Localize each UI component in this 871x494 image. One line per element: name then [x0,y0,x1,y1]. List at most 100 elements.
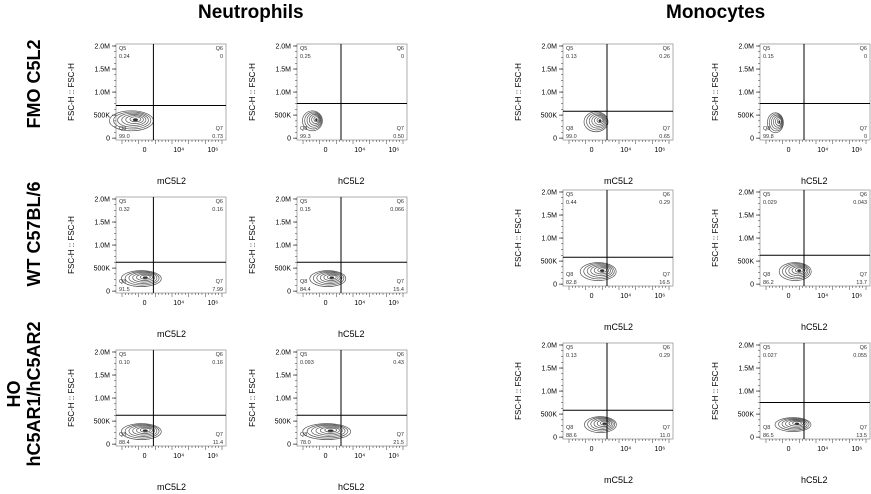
x-tick-label: 10⁶ [388,147,399,154]
density-contour [584,416,617,433]
quadrant-value-q7: 16.5 [659,280,670,286]
y-tick-label: 2.0M [738,190,754,197]
flow-plot-r2c4: FSC-H :: FSC-H 2.0M 1.5M 1.0M 500K 0 0 10⁴ 10⁶ Q5… [700,184,871,308]
quadrant-value-q7: 11.0 [660,433,670,439]
y-tick-label: 1.5M [738,67,754,74]
quadrant-value-q5: 0.13 [566,353,577,359]
quadrant-name-q6: Q6 [860,46,867,52]
y-tick-label: 2.0M [94,44,110,51]
density-contour [136,273,153,281]
flow-plot-r3c4: FSC-H :: FSC-H 2.0M 1.5M 1.0M 500K 0 0 10⁴ 10⁶ Q5… [700,337,871,461]
density-core [142,276,148,279]
quadrant-value-q8: 99.8 [763,134,774,140]
row-label-wt: WT C57BL/6 [24,172,44,296]
density-contour [596,419,611,427]
quadrant-name-q6: Q6 [663,345,670,351]
quadrant-name-q8: Q8 [566,126,573,132]
density-core [327,429,334,432]
y-axis-label: FSC-H :: FSC-H [711,209,720,267]
y-tick-label: 1.0M [94,396,110,403]
x-tick-label: 10⁶ [654,446,665,453]
density-contour [312,271,345,286]
flow-plot-r3c2: FSC-H :: FSC-H 2.0M 1.5M 1.0M 500K 0 0 10⁴ 10⁶ Q5… [237,344,417,468]
y-tick-label: 1.5M [541,213,557,220]
y-tick-label: 0 [553,136,557,143]
x-axis-label: mC5L2 [157,482,187,492]
quadrant-value-q8: 82.8 [566,280,577,286]
row-label-ho: HO hC5AR1/hC5AR2 [4,318,44,470]
y-tick-label: 1.0M [738,389,754,396]
quadrant-value-q6: 0.29 [659,200,670,206]
quadrant-value-q6: 0 [220,54,223,60]
x-tick-label: 10⁴ [817,147,828,154]
quadrant-name-q7: Q7 [216,432,223,438]
y-tick-label: 1.5M [275,67,291,74]
quadrant-value-q7: 13.7 [856,280,867,286]
quadrant-value-q5: 0.32 [119,207,130,213]
y-tick-label: 2.0M [94,350,110,357]
y-tick-label: 2.0M [275,197,291,204]
density-contour [306,424,349,439]
density-core [132,118,139,122]
density-core [600,269,605,272]
quadrant-value-q7: 21.5 [393,440,404,446]
quadrant-value-q6: 0.16 [212,207,223,213]
y-tick-label: 0 [553,435,557,442]
x-tick-label: 10⁴ [173,300,184,307]
quadrant-value-q5: 0.093 [300,360,314,366]
y-tick-label: 2.0M [738,343,754,350]
plot-frame [562,43,674,141]
x-axis-label: hC5L2 [801,176,828,186]
density-contour [590,418,614,430]
density-contour [781,418,808,430]
density-core [778,120,781,124]
quadrant-name-q5: Q5 [763,345,770,351]
density-contour [302,423,352,440]
plot-frame [296,349,408,447]
x-tick-label: 10⁶ [388,453,399,460]
plot-frame [759,43,871,141]
x-tick-label: 10⁶ [207,453,218,460]
x-axis-label: hC5L2 [338,482,365,492]
y-tick-label: 2.0M [738,44,754,51]
x-axis-label: hC5L2 [338,176,365,186]
density-contour [313,116,320,123]
x-tick-label: 10⁶ [851,446,862,453]
quadrant-value-q6: 0.26 [659,54,670,60]
x-tick-label: 10⁶ [654,293,665,300]
x-tick-label: 10⁴ [620,293,631,300]
x-tick-label: 0 [590,446,594,453]
y-tick-label: 2.0M [541,44,557,51]
density-contour [593,266,609,275]
y-tick-label: 1.5M [541,67,557,74]
flow-plot-r1c3: FSC-H :: FSC-H 2.0M 1.5M 1.0M 500K 0 0 10⁴ 10⁶ Q5… [503,38,683,162]
y-tick-label: 1.5M [738,213,754,220]
y-tick-label: 1.0M [541,90,557,97]
quadrant-name-q7: Q7 [397,279,404,285]
density-contour [792,420,802,426]
y-axis-label: FSC-H :: FSC-H [514,209,523,267]
y-axis-label: FSC-H :: FSC-H [514,362,523,420]
quadrant-value-q6: 0.29 [659,353,670,359]
flow-plot-r1c1: FSC-H :: FSC-H 2.0M 1.5M 1.0M 500K 0 0 10⁴ 10⁶ Q5… [56,38,236,162]
quadrant-name-q7: Q7 [216,279,223,285]
density-contour [775,117,783,126]
density-contour [319,272,341,283]
density-contour [794,267,804,273]
density-contour [583,111,609,133]
y-tick-label: 500K [275,419,292,426]
x-axis-label: mC5L2 [604,176,634,186]
quadrant-name-q8: Q8 [566,272,573,278]
quadrant-value-q5: 0.15 [300,207,311,213]
quadrant-name-q8: Q8 [119,126,126,132]
quadrant-name-q7: Q7 [397,432,404,438]
x-tick-label: 0 [787,147,791,154]
quadrant-value-q6: 0 [401,54,404,60]
quadrant-name-q5: Q5 [566,345,573,351]
quadrant-value-q5: 0.24 [119,54,130,60]
density-core [329,276,334,279]
